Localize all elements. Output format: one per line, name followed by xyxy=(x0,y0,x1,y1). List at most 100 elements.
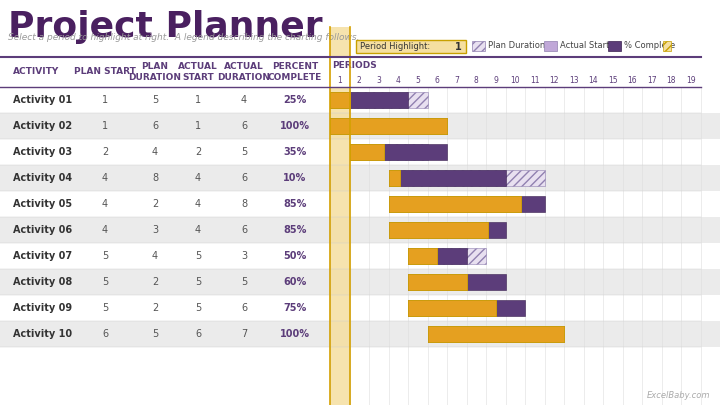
Bar xyxy=(608,41,621,51)
Text: Project Planner: Project Planner xyxy=(8,10,323,44)
Bar xyxy=(408,248,437,264)
Bar xyxy=(0,57,720,87)
Text: 10%: 10% xyxy=(284,173,307,183)
Text: 5: 5 xyxy=(102,277,108,287)
Text: 4: 4 xyxy=(241,95,247,105)
Bar xyxy=(663,41,671,51)
Bar xyxy=(0,217,720,243)
Text: 4: 4 xyxy=(195,199,201,209)
Text: 2: 2 xyxy=(152,303,158,313)
Bar xyxy=(0,191,720,217)
Bar xyxy=(330,118,447,134)
Text: 4: 4 xyxy=(195,173,201,183)
Bar xyxy=(356,40,466,53)
Text: 2: 2 xyxy=(152,199,158,209)
Bar xyxy=(330,118,447,134)
Text: ExcelBaby.com: ExcelBaby.com xyxy=(647,391,710,400)
Text: ACTUAL
START: ACTUAL START xyxy=(178,62,218,82)
Text: 1: 1 xyxy=(102,95,108,105)
Bar xyxy=(408,300,447,316)
Bar xyxy=(330,92,349,108)
Text: 4: 4 xyxy=(152,147,158,157)
Text: 8: 8 xyxy=(152,173,158,183)
Bar xyxy=(330,118,447,134)
Bar xyxy=(428,326,564,342)
Text: 6: 6 xyxy=(241,173,247,183)
Text: PLAN
DURATION: PLAN DURATION xyxy=(128,62,181,82)
Text: Period Highlight:: Period Highlight: xyxy=(360,42,430,51)
Text: 19: 19 xyxy=(686,76,696,85)
Bar xyxy=(0,295,720,321)
Text: 6: 6 xyxy=(152,121,158,131)
Text: Activity 06: Activity 06 xyxy=(13,225,72,235)
Text: 5: 5 xyxy=(241,277,247,287)
Bar xyxy=(408,274,447,290)
Text: 4: 4 xyxy=(102,173,108,183)
Bar xyxy=(330,27,349,405)
Text: 5: 5 xyxy=(102,303,108,313)
Text: 6: 6 xyxy=(241,225,247,235)
Bar xyxy=(408,300,496,316)
Bar xyxy=(389,222,447,238)
Text: Activity 01: Activity 01 xyxy=(13,95,72,105)
Text: 1: 1 xyxy=(102,121,108,131)
Text: 100%: 100% xyxy=(280,329,310,339)
Text: Activity 02: Activity 02 xyxy=(13,121,72,131)
Text: 2: 2 xyxy=(357,76,361,85)
Text: 5: 5 xyxy=(195,303,201,313)
Text: ACTUAL
DURATION: ACTUAL DURATION xyxy=(217,62,271,82)
Text: Activity 08: Activity 08 xyxy=(13,277,72,287)
Bar xyxy=(408,300,525,316)
Bar xyxy=(408,274,467,290)
Text: 4: 4 xyxy=(152,251,158,261)
Text: Activity 03: Activity 03 xyxy=(13,147,72,157)
Text: 3: 3 xyxy=(377,76,381,85)
Bar xyxy=(389,196,521,212)
Text: Activity 09: Activity 09 xyxy=(13,303,72,313)
Text: 1: 1 xyxy=(195,121,201,131)
Text: 100%: 100% xyxy=(280,121,310,131)
Text: 17: 17 xyxy=(647,76,657,85)
Text: 5: 5 xyxy=(102,251,108,261)
Bar xyxy=(428,326,564,342)
Bar xyxy=(472,41,485,51)
Text: 6: 6 xyxy=(241,121,247,131)
Bar xyxy=(0,87,720,113)
Text: 4: 4 xyxy=(102,225,108,235)
Text: 18: 18 xyxy=(667,76,676,85)
Text: 16: 16 xyxy=(627,76,637,85)
Bar xyxy=(330,92,408,108)
Text: ACTIVITY: ACTIVITY xyxy=(13,68,59,77)
Bar xyxy=(389,222,488,238)
Text: 8: 8 xyxy=(474,76,479,85)
Text: 2: 2 xyxy=(102,147,108,157)
Text: 75%: 75% xyxy=(284,303,307,313)
Text: 5: 5 xyxy=(152,95,158,105)
Bar xyxy=(389,196,428,212)
Text: 13: 13 xyxy=(569,76,579,85)
Text: 15: 15 xyxy=(608,76,618,85)
Text: 8: 8 xyxy=(241,199,247,209)
Text: 3: 3 xyxy=(241,251,247,261)
Text: PERIODS: PERIODS xyxy=(332,61,377,70)
Bar xyxy=(389,170,544,186)
Text: 5: 5 xyxy=(152,329,158,339)
Text: PERCENT
COMPLETE: PERCENT COMPLETE xyxy=(268,62,322,82)
Bar xyxy=(0,165,720,191)
Bar xyxy=(0,321,720,347)
Text: Activity 05: Activity 05 xyxy=(13,199,72,209)
Bar xyxy=(0,243,720,269)
Text: 6: 6 xyxy=(195,329,201,339)
Bar xyxy=(389,170,400,186)
Bar xyxy=(428,326,564,342)
Bar xyxy=(428,326,525,342)
Text: 14: 14 xyxy=(588,76,598,85)
Text: 5: 5 xyxy=(195,277,201,287)
Bar xyxy=(389,196,544,212)
Text: Activity 10: Activity 10 xyxy=(13,329,72,339)
Text: 6: 6 xyxy=(241,303,247,313)
Text: 4: 4 xyxy=(102,199,108,209)
Text: Activity 07: Activity 07 xyxy=(13,251,72,261)
Text: Actual Start: Actual Start xyxy=(560,41,609,51)
Bar xyxy=(349,144,428,160)
